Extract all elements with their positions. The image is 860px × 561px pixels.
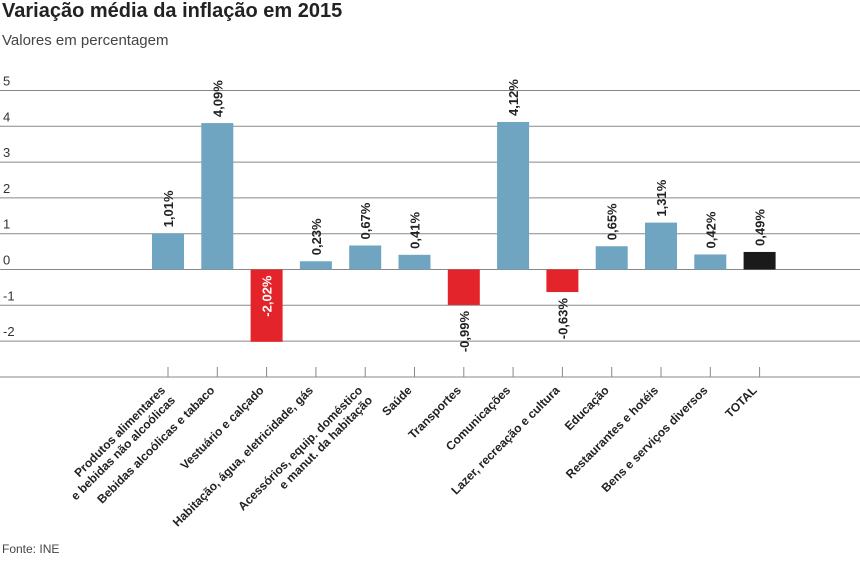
value-label: 4,09% (210, 80, 225, 117)
category-label: Saúde (379, 383, 415, 419)
category-label: Educação (562, 383, 612, 433)
category-label: Restaurantes e hotéis (563, 383, 661, 481)
value-label: 0,67% (358, 202, 373, 239)
grid-lines (0, 90, 860, 342)
bar (694, 254, 727, 270)
x-axis (0, 367, 860, 378)
bar (349, 245, 382, 270)
value-label: 1,01% (161, 190, 176, 227)
y-axis-ticks: 5 4 3 2 1 0 -1 -2 (3, 74, 15, 340)
category-label: Bens e serviços diversos (599, 383, 711, 495)
bar (299, 261, 332, 270)
bar (447, 269, 480, 305)
y-tick-label: -2 (3, 324, 15, 339)
chart-title: Variação média da inflação em 2015 (2, 0, 343, 22)
value-label: 0,42% (703, 211, 718, 248)
bar (152, 233, 184, 270)
value-label: 0,49% (753, 209, 768, 246)
value-label: 1,31% (654, 179, 669, 216)
value-label: -0,63% (555, 298, 570, 340)
bar (398, 254, 431, 270)
y-tick-label: 4 (3, 109, 10, 124)
bar (497, 122, 530, 270)
value-label: -0,99% (457, 311, 472, 353)
y-tick-label: 3 (3, 145, 10, 160)
value-label: 0,23% (309, 218, 324, 255)
bar (645, 222, 677, 270)
source-note: Fonte: INE (2, 542, 60, 556)
y-tick-label: 0 (3, 253, 10, 268)
value-label: 0,41% (408, 212, 423, 249)
value-labels: 1,01% 4,09% -2,02% 0,23% 0,67% 0,41% -0,99% 4,1… (161, 79, 768, 352)
y-tick-label: 2 (3, 181, 10, 196)
bar (743, 251, 776, 270)
bars (152, 122, 776, 342)
category-label: Acessórios, equip. domésticoe manut. da … (235, 383, 375, 523)
bar (546, 269, 579, 293)
value-label: -2,02% (260, 275, 275, 317)
y-tick-label: -1 (3, 288, 15, 303)
y-tick-label: 5 (3, 74, 10, 89)
category-label: Vestuário e calçado (178, 383, 267, 472)
chart-subtitle: Valores em percentagem (2, 32, 169, 49)
bar (250, 269, 283, 342)
category-labels: Produtos alimentarese bebidas não alcoól… (68, 383, 760, 529)
y-tick-label: 1 (3, 217, 10, 232)
value-label: 0,65% (605, 203, 620, 240)
value-label: 4,12% (506, 79, 521, 116)
bar (201, 123, 234, 270)
category-label: TOTAL (722, 383, 759, 420)
bar (595, 246, 628, 270)
